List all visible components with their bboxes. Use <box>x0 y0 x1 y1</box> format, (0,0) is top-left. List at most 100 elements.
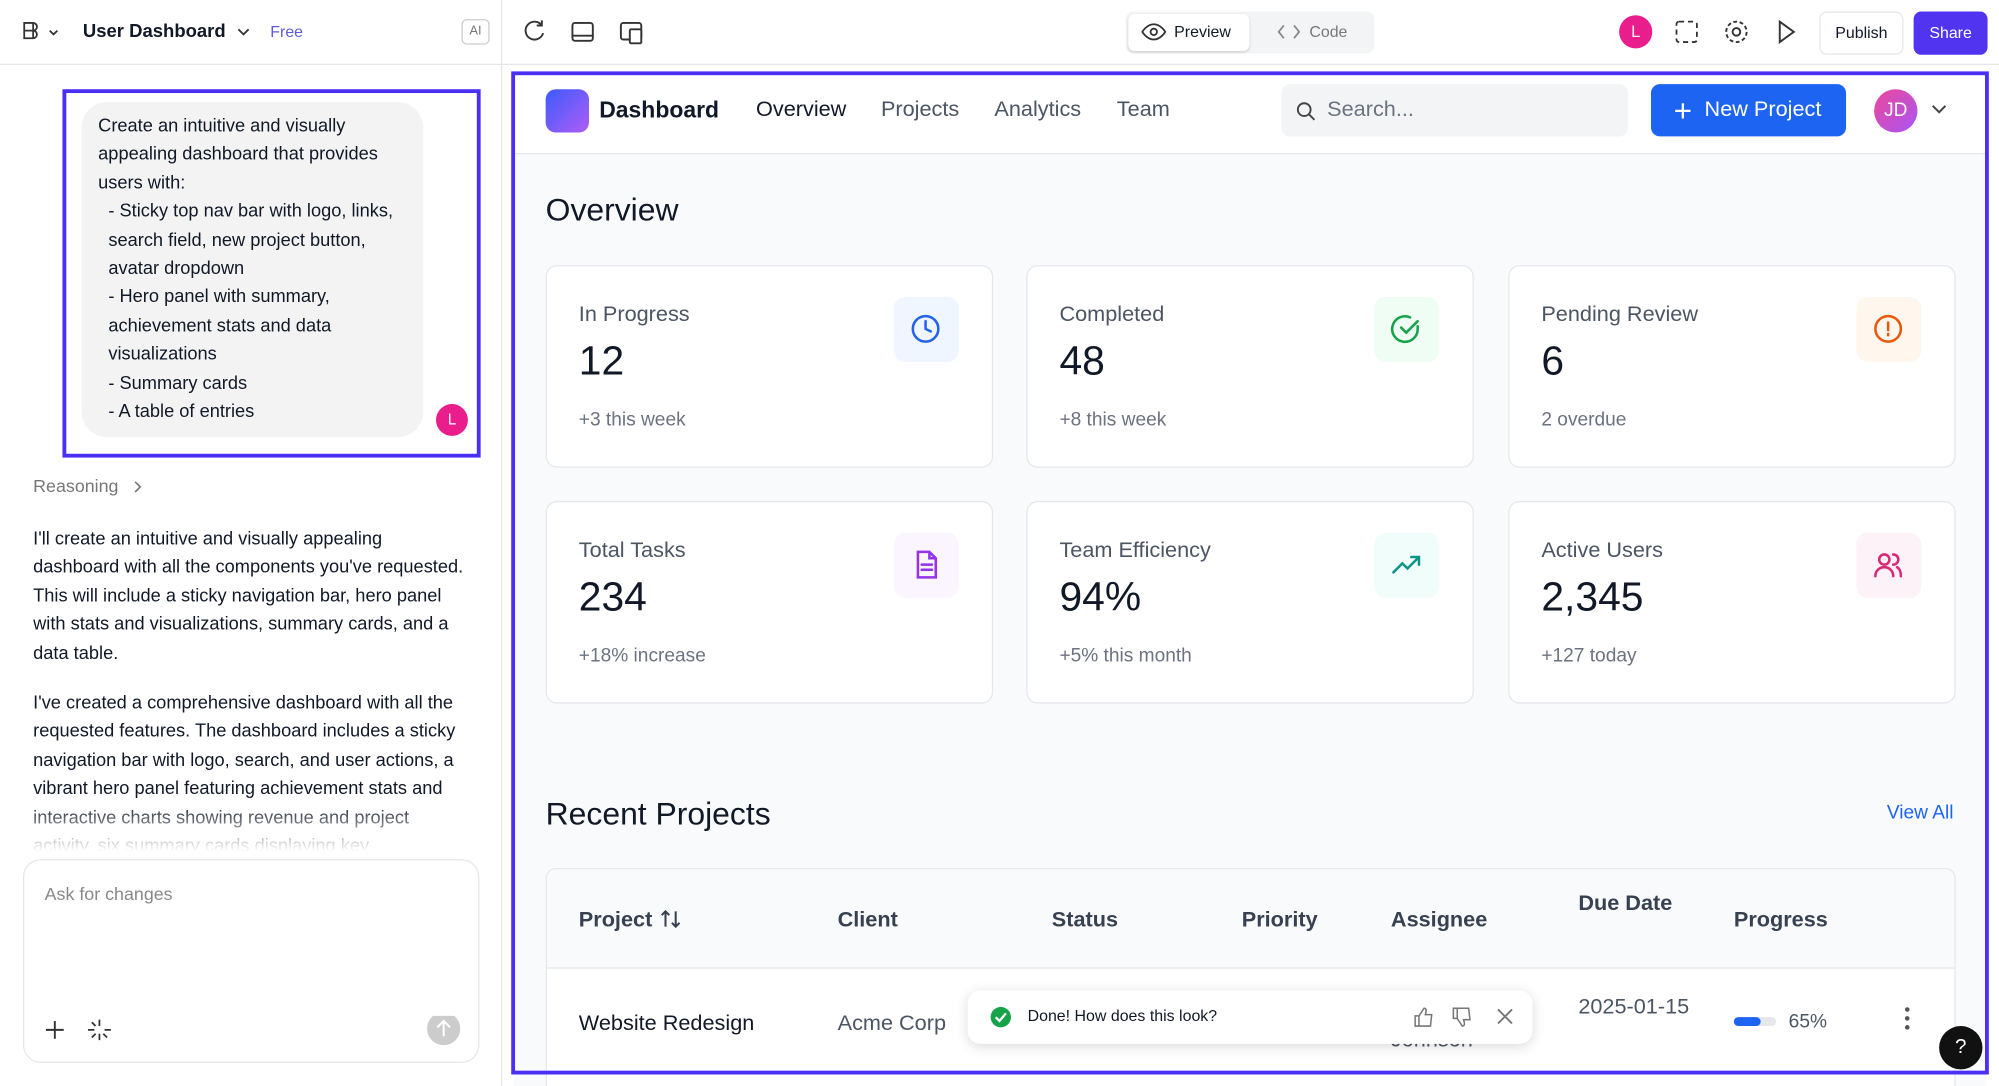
responses: I'll create an intuitive and visually ap… <box>33 525 469 851</box>
sort-glyph <box>660 909 681 929</box>
logo-text[interactable]: Dashboard <box>599 96 720 123</box>
tool-icons[interactable] <box>1673 18 1800 46</box>
row-menu[interactable] <box>1897 1006 1917 1038</box>
toast-check <box>990 1006 1011 1028</box>
share-button[interactable]: Share <box>1913 11 1988 55</box>
toast-actions[interactable] <box>1413 1006 1520 1029</box>
nav-link[interactable]: Team <box>1116 96 1170 122</box>
section-title: Overview <box>545 192 679 229</box>
message-bullet: - Sticky top nav bar with logo, links, s… <box>108 201 394 280</box>
card-label: Completed <box>1059 302 1165 327</box>
message-bullets: - Sticky top nav bar with logo, links, s… <box>98 198 417 426</box>
nav-link[interactable]: Overview <box>756 96 847 122</box>
highlight-box <box>62 89 481 458</box>
card-value: 12 <box>578 337 625 384</box>
eye-icon <box>1141 23 1167 41</box>
nav-avatar[interactable]: JD <box>1874 89 1918 133</box>
card-icon <box>1856 296 1922 362</box>
section-title: Recent Projects <box>545 796 771 833</box>
top-bar <box>0 0 1999 66</box>
progress-bar <box>1733 1017 1762 1027</box>
avatar-chevron[interactable] <box>1930 102 1948 117</box>
icon <box>911 314 940 343</box>
search-placeholder[interactable]: Search... <box>1327 96 1414 122</box>
table-header <box>546 869 1955 969</box>
input-placeholder[interactable]: Ask for changes <box>44 883 173 904</box>
message-text: Create an intuitive and visually appeali… <box>98 112 417 426</box>
code-icon <box>1277 24 1301 39</box>
help-button[interactable]: ? <box>1939 1026 1983 1070</box>
divider <box>501 0 503 1086</box>
chat-input[interactable] <box>22 859 480 1064</box>
preview-label[interactable]: Preview <box>1174 22 1231 41</box>
card-icon <box>893 296 959 362</box>
table-header-cell: Status <box>1051 907 1119 932</box>
card-icon <box>1374 296 1440 362</box>
app-menu[interactable] <box>20 19 63 44</box>
card-label: Pending Review <box>1541 302 1698 327</box>
preview-frame: Dashboard Overview Projects Analytics Team … <box>513 73 1987 1086</box>
search-field[interactable] <box>1281 84 1629 137</box>
stat-card <box>545 500 994 704</box>
table-header-cell: Client <box>837 907 898 932</box>
user-message <box>81 101 424 438</box>
client-cell: Acme Corp <box>837 1010 947 1035</box>
kebab <box>1904 1007 1910 1030</box>
card-value: 2,345 <box>1541 573 1644 620</box>
reasoning-toggle[interactable]: Reasoning <box>33 475 119 496</box>
icon <box>916 550 938 579</box>
view-all-link[interactable]: View All <box>1886 801 1954 824</box>
logo-mark <box>545 89 590 133</box>
card-value: 6 <box>1541 337 1565 384</box>
nav-link[interactable]: Projects <box>880 96 960 122</box>
project-name[interactable]: User Dashboard <box>82 21 226 43</box>
user-avatar[interactable]: L <box>1619 15 1653 49</box>
response-text: I've created a comprehensive dashboard w… <box>33 693 456 852</box>
new-project-label[interactable]: New Project <box>1704 96 1822 122</box>
project-cell: Website Redesign <box>578 1010 755 1035</box>
card-note: +127 today <box>1541 644 1637 667</box>
reasoning-chevron <box>134 481 142 493</box>
search-icon <box>1296 102 1316 121</box>
card-icon <box>1856 532 1922 598</box>
projects-table <box>545 868 1956 1086</box>
preview-tab[interactable] <box>1128 14 1250 51</box>
table-header-cell: Project <box>578 907 653 932</box>
message-bullet: - Summary cards <box>108 373 248 394</box>
card-label: Active Users <box>1541 537 1664 563</box>
card-note: +8 this week <box>1059 409 1167 431</box>
card-value: 234 <box>578 573 647 620</box>
icon <box>1874 314 1903 343</box>
card-icon <box>893 532 959 598</box>
progress-label: 65% <box>1788 1010 1827 1033</box>
card-value: 94% <box>1059 573 1142 620</box>
input-actions[interactable] <box>42 1015 463 1047</box>
card-label: In Progress <box>578 302 690 327</box>
publish-button[interactable]: Publish <box>1819 11 1904 55</box>
highlight-box <box>511 71 1989 1075</box>
card-note: +3 this week <box>578 409 686 431</box>
icon <box>1392 555 1421 574</box>
ai-badge[interactable]: AI <box>461 19 490 45</box>
plus-icon <box>1675 103 1691 119</box>
card-note: +5% this month <box>1059 644 1192 667</box>
message-bullet: - A table of entries <box>108 401 255 422</box>
card-value: 48 <box>1059 337 1105 384</box>
nav-link[interactable]: Analytics <box>994 96 1082 122</box>
project-chevron[interactable] <box>236 24 251 39</box>
table-header-cell: Progress <box>1733 907 1828 932</box>
code-label[interactable]: Code <box>1309 22 1348 41</box>
toast-text: Done! How does this look? <box>1027 1006 1218 1025</box>
card-icon <box>1374 532 1440 598</box>
response-text: I'll create an intuitive and visually ap… <box>33 528 464 664</box>
sort-icon[interactable] <box>659 908 682 937</box>
table-header-cell: Assignee <box>1390 907 1488 932</box>
plan-badge: Free <box>270 22 304 41</box>
message-avatar: L <box>436 404 468 436</box>
card-note: 2 overdue <box>1541 409 1627 431</box>
card-note: +18% increase <box>578 644 706 667</box>
icon <box>1874 553 1903 578</box>
toolbar-icons[interactable] <box>520 18 660 46</box>
